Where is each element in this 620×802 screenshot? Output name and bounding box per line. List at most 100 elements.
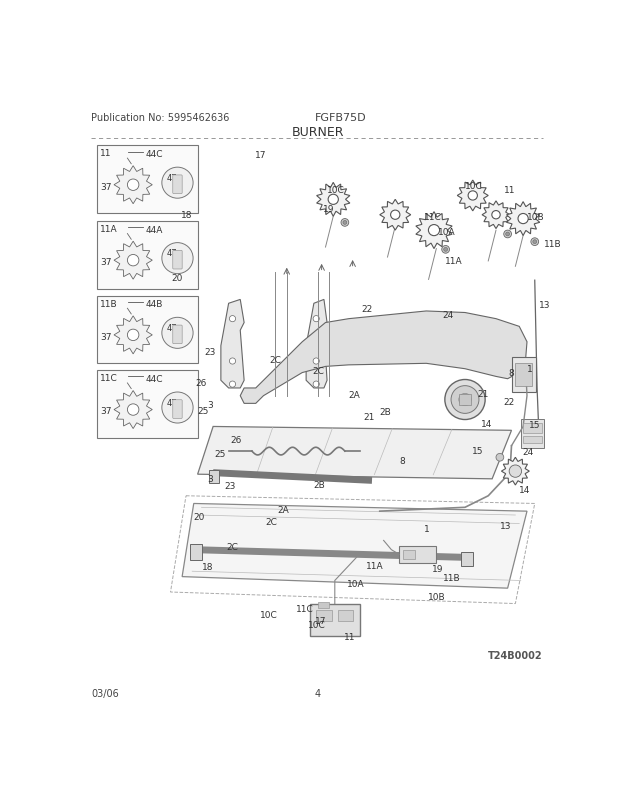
- Text: 4: 4: [315, 688, 321, 699]
- Circle shape: [162, 243, 193, 274]
- Text: 3: 3: [207, 475, 213, 484]
- Text: 25: 25: [198, 407, 209, 415]
- Text: 11A: 11A: [100, 225, 118, 233]
- Bar: [399, 546, 436, 563]
- Polygon shape: [221, 300, 244, 388]
- Bar: [523, 423, 542, 434]
- Circle shape: [162, 168, 193, 199]
- Text: 21: 21: [363, 413, 374, 422]
- Circle shape: [127, 255, 139, 266]
- Text: 2B: 2B: [313, 480, 325, 490]
- Polygon shape: [114, 242, 153, 280]
- Text: 11C: 11C: [424, 213, 441, 221]
- Circle shape: [468, 192, 477, 200]
- Text: T24B0002: T24B0002: [488, 650, 542, 660]
- Polygon shape: [317, 183, 350, 217]
- Text: 17: 17: [255, 151, 267, 160]
- Text: 11: 11: [344, 632, 356, 641]
- Text: 26: 26: [195, 379, 206, 388]
- Polygon shape: [241, 311, 527, 404]
- Text: 10C: 10C: [260, 610, 278, 619]
- Text: 11: 11: [100, 149, 112, 158]
- Polygon shape: [482, 201, 510, 229]
- Text: 15: 15: [528, 420, 540, 429]
- Text: 37: 37: [100, 182, 112, 192]
- Polygon shape: [507, 202, 540, 237]
- Bar: [338, 610, 353, 621]
- Text: 37: 37: [100, 332, 112, 342]
- Circle shape: [441, 246, 450, 254]
- Bar: [403, 550, 415, 559]
- Bar: [97, 296, 198, 364]
- Polygon shape: [182, 504, 527, 589]
- Text: 37: 37: [100, 407, 112, 416]
- Circle shape: [428, 225, 440, 237]
- Bar: [521, 419, 544, 448]
- Text: 11B: 11B: [544, 240, 562, 249]
- Polygon shape: [198, 427, 512, 480]
- Text: 10C: 10C: [308, 620, 326, 629]
- Text: 2B: 2B: [379, 407, 391, 416]
- Circle shape: [328, 195, 339, 205]
- Text: 44A: 44A: [145, 225, 162, 234]
- Circle shape: [127, 330, 139, 341]
- Text: 2C: 2C: [226, 542, 238, 552]
- Text: 20: 20: [193, 512, 205, 521]
- Text: 47: 47: [167, 323, 177, 333]
- Bar: [97, 146, 198, 214]
- Circle shape: [391, 211, 400, 220]
- Polygon shape: [114, 167, 153, 205]
- Text: 11B: 11B: [443, 573, 460, 582]
- Text: 14: 14: [520, 485, 531, 495]
- Text: 26: 26: [230, 435, 242, 444]
- Circle shape: [229, 382, 236, 387]
- FancyBboxPatch shape: [173, 400, 182, 419]
- Circle shape: [445, 380, 485, 420]
- Text: 37: 37: [100, 257, 112, 267]
- Bar: [459, 395, 471, 405]
- Text: 3: 3: [208, 401, 213, 410]
- Text: 44B: 44B: [145, 300, 162, 309]
- Circle shape: [503, 231, 512, 238]
- Polygon shape: [306, 300, 327, 388]
- Text: 11A: 11A: [445, 257, 463, 266]
- Text: 20: 20: [171, 274, 182, 283]
- Text: 44C: 44C: [145, 150, 162, 159]
- Text: 15: 15: [471, 447, 483, 456]
- Circle shape: [313, 316, 319, 322]
- Circle shape: [444, 248, 448, 252]
- Bar: [512, 358, 536, 392]
- Text: 2A: 2A: [348, 390, 360, 399]
- Circle shape: [127, 180, 139, 191]
- Text: 2C: 2C: [265, 518, 277, 527]
- Text: 8: 8: [399, 456, 405, 465]
- Circle shape: [459, 394, 471, 406]
- Text: 10C: 10C: [465, 182, 483, 191]
- Circle shape: [506, 233, 510, 237]
- Text: 19: 19: [432, 564, 443, 573]
- Text: 11A: 11A: [366, 561, 383, 570]
- Text: 10B: 10B: [428, 592, 446, 601]
- Circle shape: [343, 221, 347, 225]
- Circle shape: [492, 211, 500, 220]
- Polygon shape: [458, 180, 489, 212]
- FancyBboxPatch shape: [173, 251, 182, 269]
- Circle shape: [313, 382, 319, 387]
- Text: 13: 13: [500, 521, 512, 530]
- Polygon shape: [114, 391, 153, 429]
- Circle shape: [509, 465, 521, 478]
- Circle shape: [451, 387, 479, 414]
- Text: FGFB75D: FGFB75D: [315, 113, 367, 124]
- Text: 14: 14: [481, 419, 492, 428]
- Polygon shape: [379, 200, 410, 231]
- Text: 11C: 11C: [296, 604, 314, 614]
- Circle shape: [162, 392, 193, 423]
- Circle shape: [341, 219, 348, 227]
- Text: 11B: 11B: [100, 299, 118, 308]
- FancyBboxPatch shape: [173, 176, 182, 194]
- Text: 25: 25: [215, 449, 226, 458]
- Bar: [97, 371, 198, 439]
- Circle shape: [531, 238, 539, 246]
- Text: 18: 18: [202, 562, 213, 571]
- Text: 21: 21: [477, 389, 489, 399]
